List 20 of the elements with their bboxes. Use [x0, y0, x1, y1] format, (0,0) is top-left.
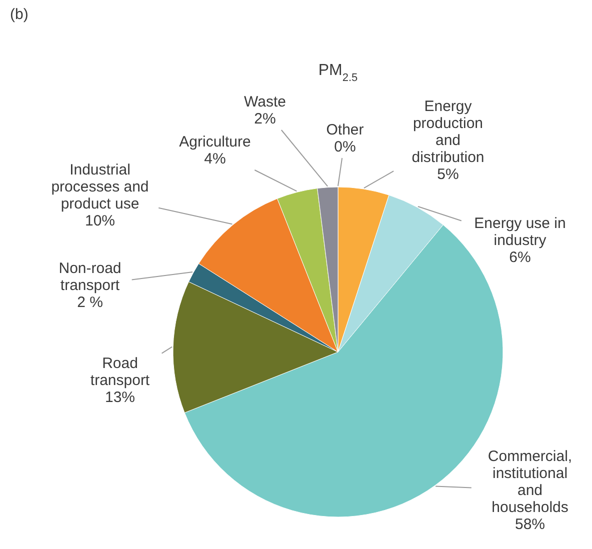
- slice-label: Industrial processes and product use: [51, 162, 149, 212]
- data-label: 2 %: [77, 294, 103, 311]
- text: 0%: [334, 138, 356, 156]
- chart-title: PM$_{2.5}$: [318, 62, 358, 84]
- slice-label: Agriculture: [179, 134, 251, 150]
- data-label: 2%: [254, 110, 276, 128]
- data-label: 4%: [204, 150, 226, 168]
- data-label: 58%: [514, 516, 546, 533]
- data-label: 10%: [84, 212, 116, 230]
- slice-label: Non-road transport: [58, 260, 122, 294]
- slice-label: Energy use in industry: [474, 215, 566, 249]
- slice-label: Road transport: [90, 355, 150, 389]
- slice-label: Waste: [244, 94, 286, 110]
- slice-label: Energy production and distribution: [412, 98, 484, 166]
- slice-label: Commercial, institutional and households: [488, 448, 572, 516]
- data-label: 5%: [437, 166, 459, 183]
- text: (b): [10, 6, 28, 23]
- data-label: 6%: [509, 249, 531, 266]
- data-label: 13%: [104, 389, 136, 406]
- category-label: Other: [326, 122, 364, 138]
